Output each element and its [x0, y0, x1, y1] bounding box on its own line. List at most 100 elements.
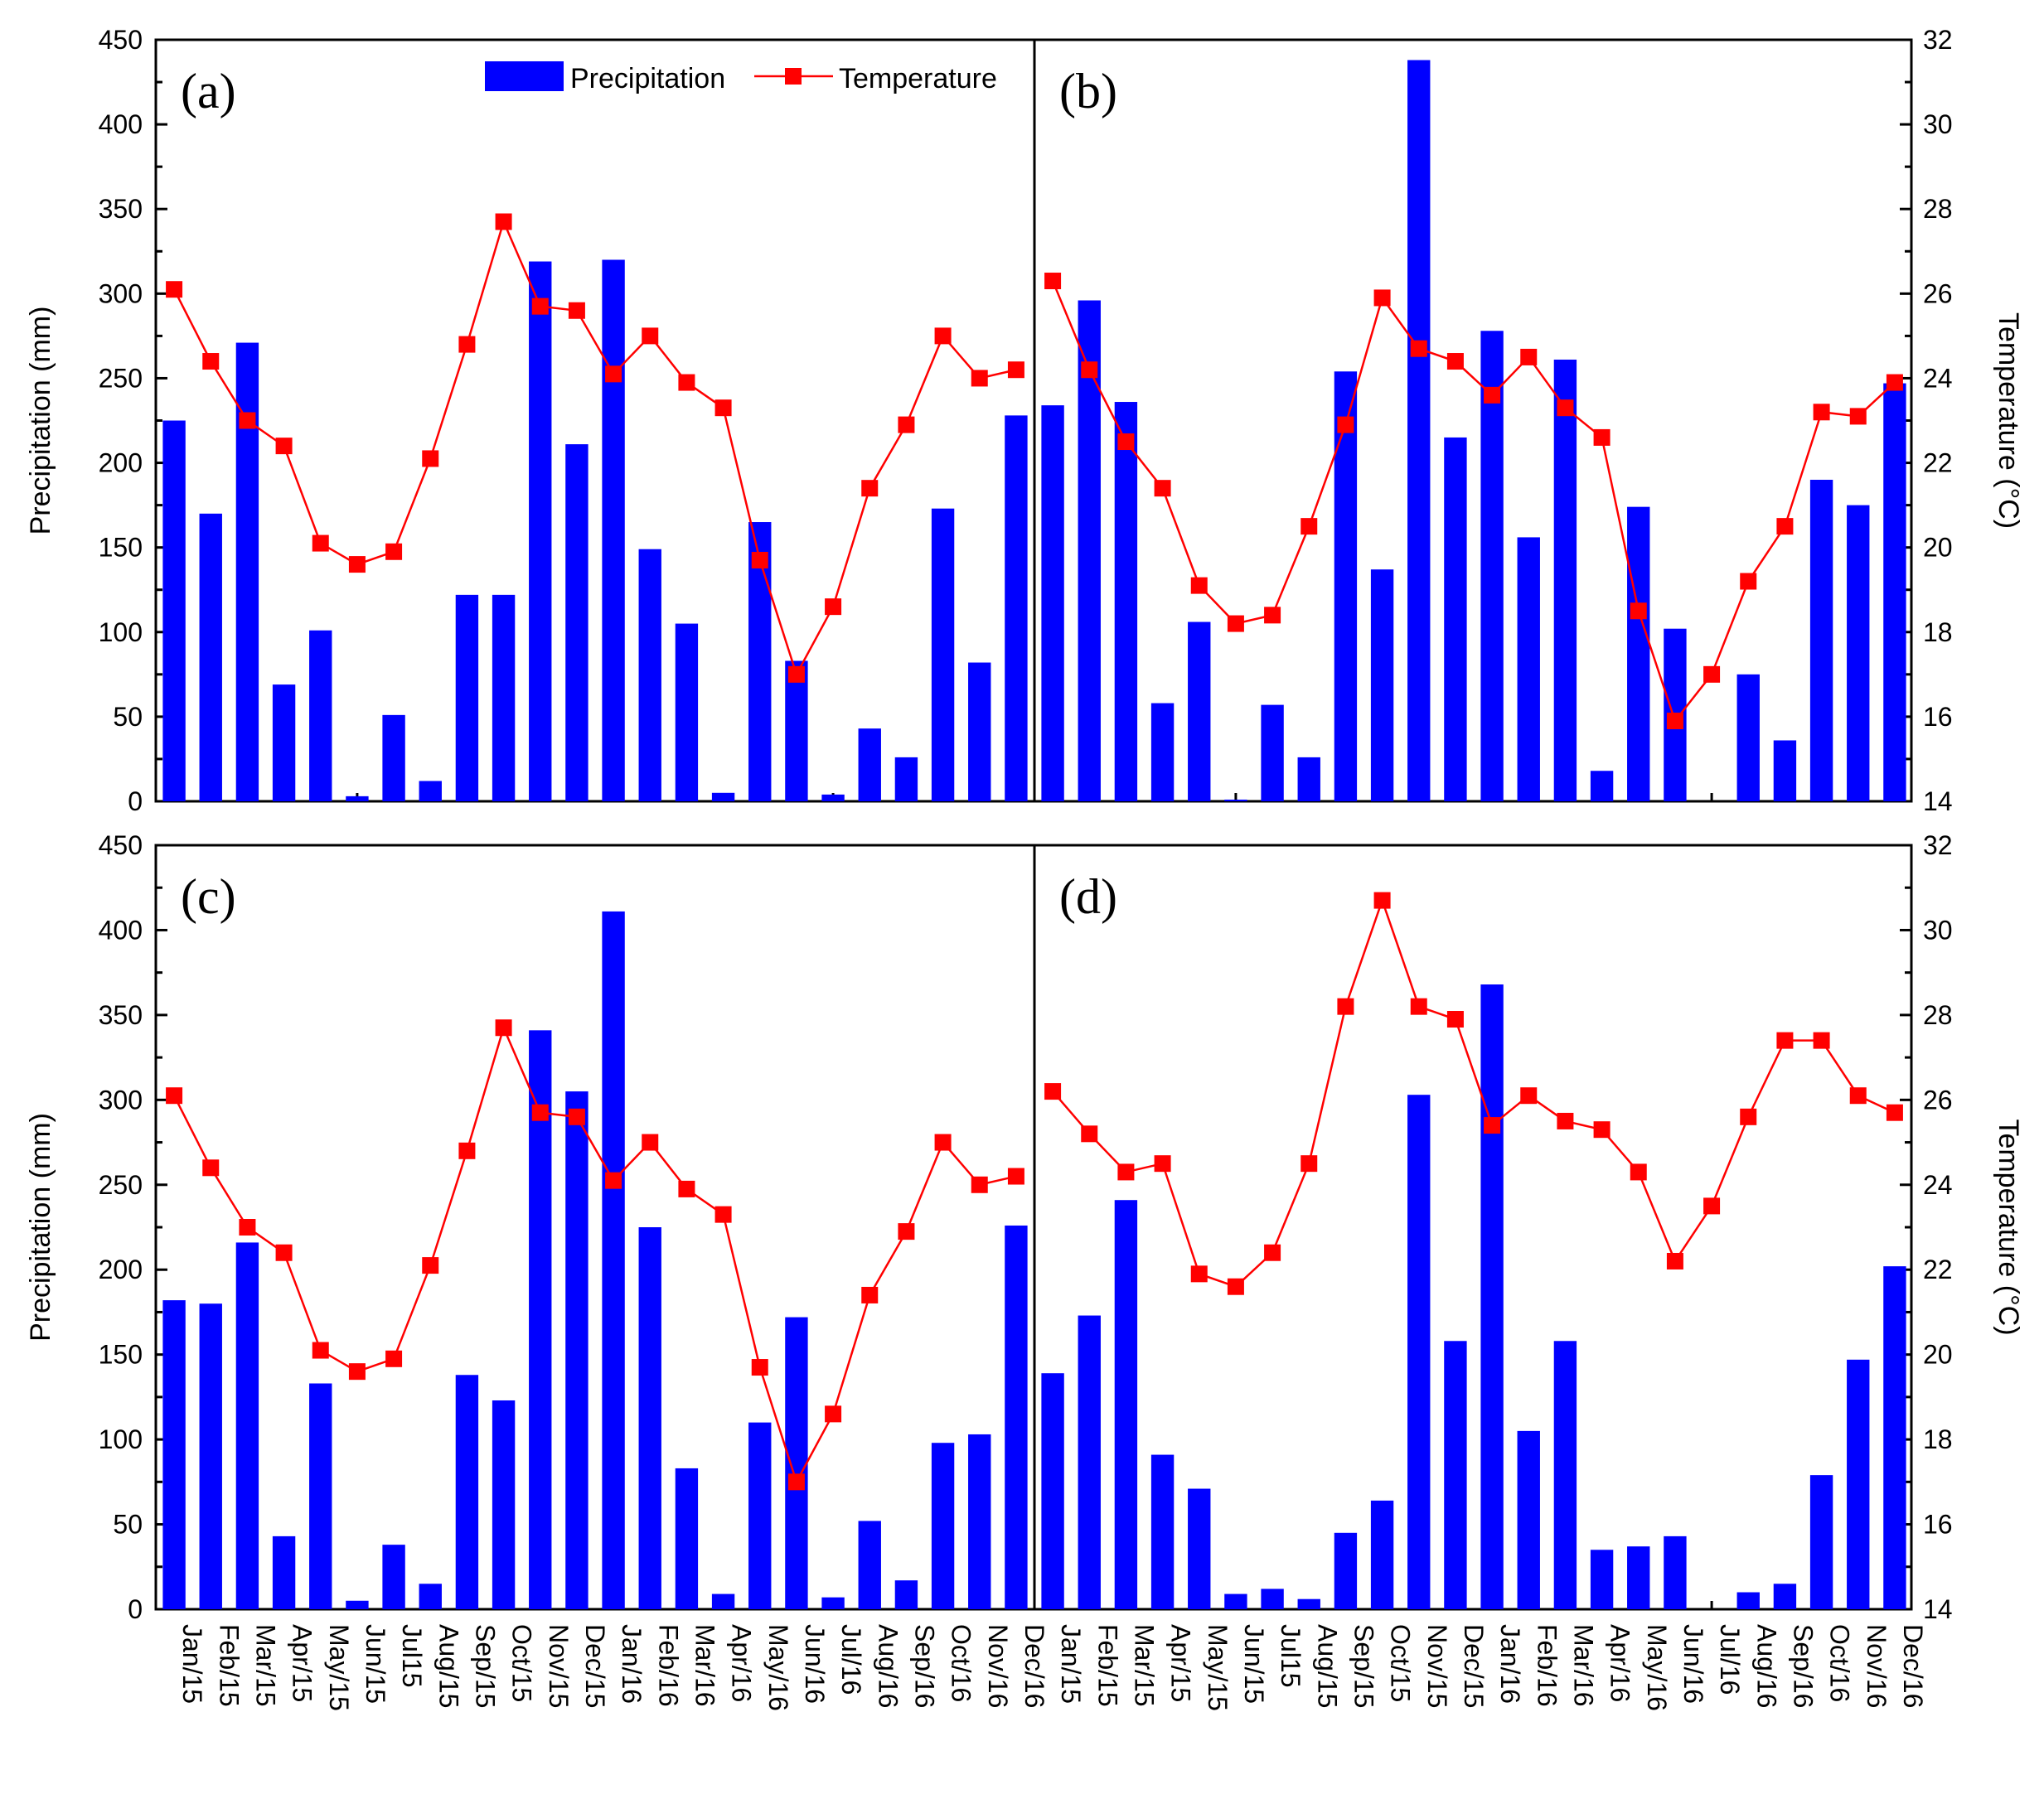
- temperature-marker: [1081, 1125, 1098, 1143]
- precipitation-bar: [1590, 1550, 1614, 1609]
- x-tick-label: Oct/16: [947, 1624, 976, 1702]
- legend-precipitation-label: Precipitation: [570, 63, 725, 94]
- temperature-marker: [312, 534, 329, 552]
- precipitation-bar: [1224, 799, 1247, 801]
- precipitation-bar: [1444, 437, 1467, 801]
- x-tick-label: Jan/16: [617, 1624, 647, 1704]
- x-tick-label: Aug/16: [873, 1624, 903, 1708]
- y-right-tick-label: 20: [1923, 533, 1953, 563]
- precipitation-bar: [1370, 569, 1394, 801]
- precipitation-bar: [1150, 703, 1175, 801]
- temperature-marker: [1373, 289, 1391, 307]
- temperature-line: [172, 218, 1017, 678]
- temperature-marker: [1337, 416, 1354, 433]
- temperature-marker: [751, 1359, 768, 1376]
- x-tick-label: Apr/15: [1166, 1624, 1196, 1702]
- x-tick-label: May/15: [1203, 1624, 1233, 1711]
- precipitation-bar: [1517, 537, 1540, 801]
- y-right-tick-label: 18: [1923, 1424, 1953, 1454]
- x-tick-label: Jul15: [397, 1624, 427, 1688]
- temperature-marker: [642, 327, 659, 345]
- temperature-marker: [348, 556, 366, 573]
- precipitation-bar: [235, 1242, 259, 1609]
- x-tick-label: Feb/15: [1092, 1624, 1122, 1707]
- x-tick-label: Sep/16: [1788, 1624, 1818, 1708]
- temperature-lines-layer: [166, 213, 1903, 1491]
- precipitation-bar: [748, 1422, 772, 1609]
- x-tick-label: Apr/15: [288, 1624, 317, 1702]
- x-tick-label: Jun/16: [800, 1624, 830, 1704]
- x-tick-label: Dec/15: [1459, 1624, 1489, 1708]
- x-tick-label: Sep/15: [470, 1624, 500, 1708]
- x-tick-label: Oct/16: [1825, 1624, 1855, 1702]
- temperature-marker: [385, 1350, 403, 1367]
- precipitation-bar: [748, 522, 772, 801]
- temperature-marker: [1630, 1163, 1647, 1181]
- temperature-marker: [787, 665, 805, 683]
- temperature-marker: [1410, 340, 1427, 357]
- temperature-marker: [1117, 1163, 1135, 1181]
- x-tick-label: Sep/16: [909, 1624, 939, 1708]
- x-tick-label: Mar/15: [250, 1624, 280, 1707]
- precipitation-bar: [1444, 1341, 1467, 1609]
- temperature-marker: [678, 1180, 695, 1197]
- temperature-marker: [642, 1134, 659, 1151]
- precipitation-bar: [1664, 1535, 1687, 1609]
- temperature-marker: [422, 450, 439, 467]
- precipitation-bar: [638, 1227, 661, 1609]
- precipitation-bar: [419, 781, 442, 801]
- temperature-marker: [1520, 348, 1538, 365]
- temperature-marker: [1776, 518, 1794, 535]
- precipitation-bar: [1370, 1500, 1394, 1609]
- precipitation-bar: [272, 1535, 296, 1609]
- temperature-marker: [1410, 998, 1427, 1015]
- precipitation-bar: [1773, 740, 1797, 801]
- x-tick-label: Apr/16: [1606, 1624, 1635, 1702]
- precipitation-bar: [1847, 505, 1870, 801]
- temperature-marker: [531, 297, 549, 315]
- y-right-tick-label: 14: [1923, 786, 1953, 816]
- y-right-tick-label: 24: [1923, 363, 1953, 393]
- temperature-marker: [861, 480, 879, 497]
- y-right-axis-title: Temperature (°C): [1993, 312, 2024, 529]
- precipitation-bar: [199, 513, 222, 801]
- temperature-marker: [1666, 712, 1683, 729]
- y-left-tick-label: 450: [99, 25, 143, 55]
- y-right-axis-title: Temperature (°C): [1993, 1119, 2024, 1335]
- temperature-marker: [825, 1405, 842, 1423]
- x-tick-label: Jul/16: [1715, 1624, 1745, 1695]
- precipitation-bar: [162, 1300, 186, 1609]
- precipitation-bar: [711, 1593, 735, 1609]
- y-left-tick-label: 250: [99, 363, 143, 393]
- precipitation-bar: [1334, 1532, 1358, 1609]
- temperature-marker: [458, 336, 476, 353]
- temperature-marker: [1886, 374, 1903, 391]
- precipitation-bar: [235, 342, 259, 802]
- precipitation-bar: [968, 662, 991, 801]
- precipitation-bar: [382, 1545, 405, 1609]
- temperature-marker: [751, 551, 768, 568]
- y-left-tick-label: 50: [113, 1510, 143, 1540]
- temperature-marker: [1593, 1121, 1610, 1139]
- temperature-marker: [1703, 1197, 1721, 1215]
- y-right-tick-label: 16: [1923, 1510, 1953, 1540]
- precipitation-bar: [785, 1317, 808, 1609]
- legend-precipitation-swatch: [485, 61, 564, 91]
- precipitation-bar: [1553, 359, 1577, 802]
- x-tick-label: Jul/16: [836, 1624, 866, 1695]
- temperature-marker: [202, 1159, 220, 1177]
- temperature-marker: [1557, 1112, 1574, 1129]
- temperature-marker: [1593, 428, 1610, 446]
- x-tick-label: Dec/15: [580, 1624, 610, 1708]
- precipitation-bar: [638, 549, 661, 801]
- x-tick-label: Jan/16: [1495, 1624, 1525, 1704]
- precipitation-bar: [1041, 405, 1064, 801]
- precipitation-bar: [602, 911, 625, 1609]
- precipitation-bar: [272, 684, 296, 801]
- precipitation-bar: [968, 1434, 991, 1609]
- precipitation-bar: [382, 714, 405, 801]
- panel-label: (d): [1059, 869, 1117, 924]
- precipitation-bar: [1553, 1341, 1577, 1609]
- y-right-tick-label: 22: [1923, 448, 1953, 478]
- temperature-marker: [714, 399, 732, 417]
